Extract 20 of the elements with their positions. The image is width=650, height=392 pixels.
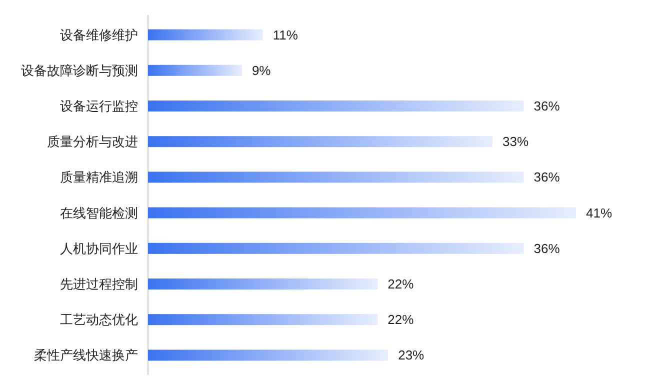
data-label: 22%: [388, 276, 414, 292]
y-tick-label: 柔性产线快速换产: [34, 348, 138, 363]
data-label: 36%: [534, 98, 560, 114]
data-label: 36%: [534, 170, 560, 185]
data-label: 33%: [502, 134, 529, 150]
y-tick-label: 质量精准追溯: [60, 170, 138, 185]
data-label: 11%: [272, 27, 298, 42]
y-tick-label: 在线智能检测: [60, 205, 138, 220]
data-label: 36%: [534, 240, 560, 256]
data-label: 23%: [398, 348, 425, 363]
y-tick-label: 人机协同作业: [60, 240, 138, 256]
y-tick-label: 工艺动态优化: [60, 312, 138, 328]
y-tick-label: 先进过程控制: [60, 276, 138, 292]
data-label: 41%: [586, 205, 612, 220]
y-tick-label: 设备运行监控: [60, 98, 138, 114]
data-label: 9%: [252, 62, 272, 78]
data-label: 22%: [388, 312, 414, 328]
y-tick-label: 质量分析与改进: [47, 134, 138, 150]
y-tick-label: 设备维修维护: [60, 27, 138, 42]
y-tick-label: 设备故障诊断与预测: [21, 62, 138, 78]
